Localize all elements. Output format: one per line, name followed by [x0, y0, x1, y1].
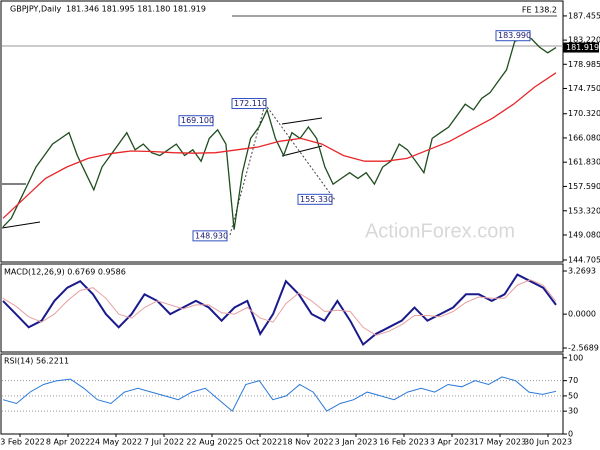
- y-tick-label: 100: [568, 353, 583, 362]
- x-tick-label: 30 Jun 2023: [524, 438, 572, 447]
- y-tick-label: -2.5689: [568, 344, 599, 353]
- annotation-label: 183.990: [498, 31, 531, 40]
- series-line: [2, 37, 557, 230]
- annotation-box: [495, 30, 531, 42]
- chart-title: GBPJPY,Daily: [10, 5, 61, 14]
- x-tick-label: 7 Jul 2022: [144, 438, 184, 447]
- fe-label: FE 138.2: [522, 6, 557, 15]
- y-tick-label: 161.830: [568, 158, 600, 167]
- series-line: [2, 72, 557, 219]
- x-tick-label: 23 Feb 2022: [0, 438, 45, 447]
- x-tick-label: 5 Oct 2022: [238, 438, 282, 447]
- annotation-box: [297, 193, 333, 205]
- y-tick-label: 183.220: [568, 36, 600, 45]
- x-tick-label: 22 Aug 2022: [186, 438, 237, 447]
- price-panel: [0, 0, 564, 263]
- y-tick-label: 144.705: [568, 255, 600, 264]
- y-tick-label: 153.320: [568, 206, 600, 215]
- trend-line: [281, 145, 323, 157]
- y-tick-label: 170.320: [568, 109, 600, 118]
- x-tick-label: 16 Feb 2023: [379, 438, 429, 447]
- annotation-box: [178, 115, 214, 127]
- y-tick-label: 3.2693: [568, 267, 596, 276]
- last-price-label: 181.919: [566, 43, 599, 52]
- annotation-label: 155.330: [300, 195, 333, 204]
- y-tick-label: 0.0000: [568, 310, 596, 319]
- y-tick-label: 30: [568, 407, 578, 416]
- rsi-title: RSI(14) 56.2211: [4, 357, 69, 366]
- annotation-box: [192, 230, 228, 242]
- series-line: [2, 376, 557, 412]
- x-tick-label: 17 May 2023: [474, 438, 526, 447]
- y-tick-label: 187.455: [568, 11, 600, 20]
- y-tick-label: 50: [568, 391, 578, 400]
- y-tick-label: 174.750: [568, 84, 600, 93]
- x-tick-label: 3 Jan 2023: [335, 438, 378, 447]
- series-line: [2, 279, 557, 336]
- y-tick-label: 70: [568, 376, 578, 385]
- x-tick-label: 8 Apr 2022: [46, 438, 90, 447]
- annotation-box: [231, 98, 267, 110]
- annotation-label: 172.110: [234, 99, 267, 108]
- y-tick-label: 157.590: [568, 182, 600, 191]
- chart-subtitle: 181.346 181.995 181.180 181.919: [66, 5, 206, 14]
- macd-panel: [0, 263, 564, 353]
- trend-line: [1, 221, 41, 229]
- x-tick-label: 24 May 2022: [90, 438, 142, 447]
- annotation-label: 169.100: [181, 116, 214, 125]
- watermark: ActionForex.com: [365, 220, 515, 242]
- fib-line: [229, 103, 266, 236]
- macd-title: MACD(12,26,9) 0.6769 0.9586: [4, 268, 126, 277]
- annotation-label: 148.930: [195, 231, 228, 240]
- y-tick-label: 166.080: [568, 133, 600, 142]
- y-tick-label: 0: [568, 430, 573, 439]
- last-price-box: [563, 42, 599, 53]
- trend-line: [281, 117, 323, 125]
- y-tick-label: 149.080: [568, 230, 600, 239]
- x-tick-label: 3 Apr 2023: [430, 438, 474, 447]
- series-line: [2, 273, 557, 347]
- x-tick-label: 18 Nov 2022: [282, 438, 333, 447]
- y-tick-label: 178.985: [568, 60, 600, 69]
- rsi-panel: [0, 353, 564, 435]
